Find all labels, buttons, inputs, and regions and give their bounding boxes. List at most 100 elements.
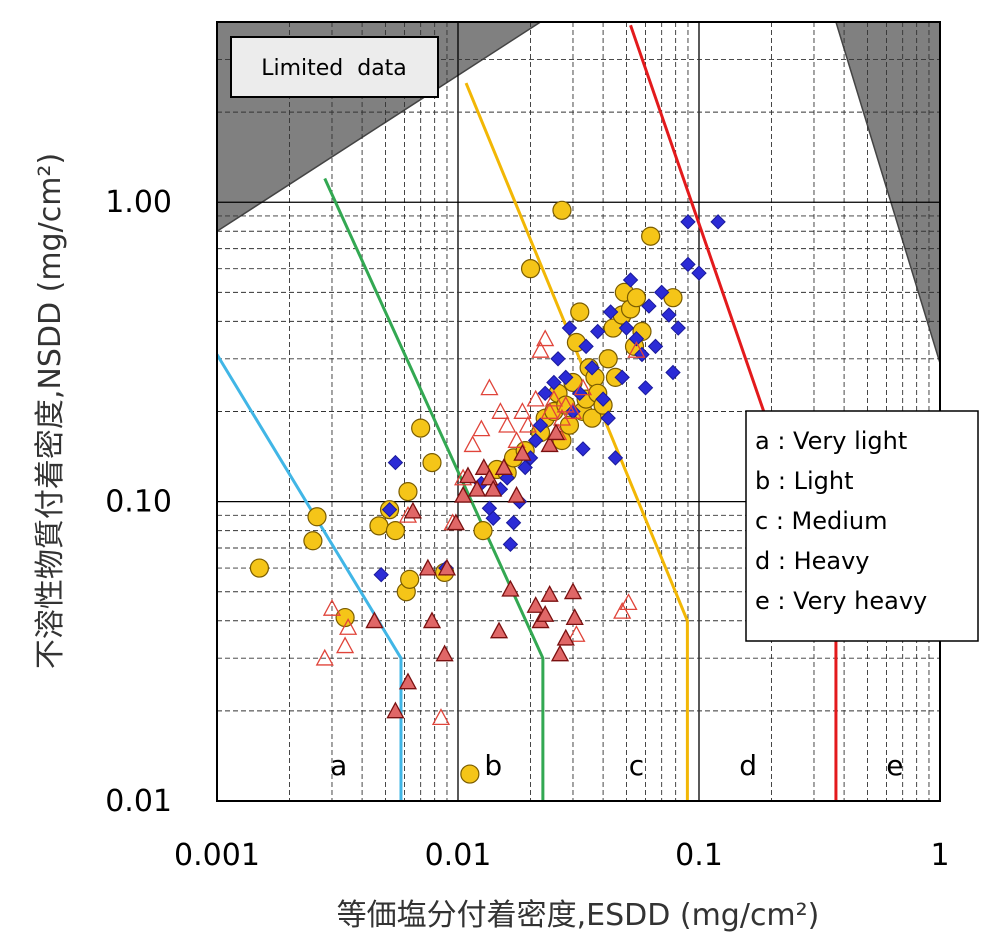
data-point-triangle-open	[627, 341, 646, 358]
data-point-triangle-open	[322, 598, 342, 616]
zone-label-c: c	[629, 749, 644, 782]
data-point-triangle-open	[480, 378, 499, 396]
data-point-triangle-open	[335, 636, 355, 654]
data-point-diamond	[373, 567, 389, 583]
data-point-diamond	[537, 385, 553, 402]
data-point-triangle-filled	[418, 558, 437, 576]
data-points	[249, 200, 726, 784]
data-point-diamond	[381, 501, 398, 518]
data-point-triangle-filled	[513, 443, 532, 461]
data-point-diamond	[572, 385, 588, 402]
data-point-diamond	[578, 338, 594, 355]
data-point-diamond	[485, 510, 501, 526]
data-point-circle	[307, 507, 327, 527]
data-point-circle	[460, 764, 480, 784]
data-point-circle	[398, 482, 418, 502]
data-point-diamond	[680, 256, 696, 273]
data-point-triangle-open	[544, 389, 563, 407]
legend-entry-b: b : Light	[755, 467, 853, 495]
data-point-triangle-filled	[501, 579, 520, 597]
data-point-triangle-open	[526, 389, 545, 407]
data-point-triangle-open	[315, 648, 334, 666]
data-point-triangle-open	[531, 341, 550, 358]
data-point-triangle-filled	[546, 423, 566, 441]
data-point-triangle-filled	[507, 485, 526, 503]
zone-label-d: d	[739, 749, 757, 782]
data-point-triangle-open	[339, 618, 358, 635]
data-point-diamond	[505, 515, 522, 531]
data-point-triangle-open	[431, 708, 451, 725]
data-point-diamond	[691, 265, 707, 281]
data-point-diamond	[680, 214, 696, 230]
data-point-diamond	[634, 346, 650, 363]
x-tick-label: 0.001	[174, 838, 260, 873]
data-point-diamond	[637, 380, 654, 396]
zone-label-b: b	[484, 749, 502, 782]
data-point-diamond	[517, 459, 533, 476]
data-point-triangle-open	[573, 378, 593, 396]
data-point-triangle-open	[619, 593, 638, 611]
zone-lines	[217, 24, 838, 801]
data-point-circle	[552, 200, 572, 220]
data-point-triangle-filled	[540, 585, 559, 602]
data-point-diamond	[575, 441, 591, 457]
data-point-diamond	[546, 374, 562, 391]
data-point-triangle-filled	[489, 621, 509, 639]
data-point-diamond	[710, 214, 726, 230]
legend-entry-e: e : Very heavy	[755, 587, 927, 615]
data-point-triangle-open	[507, 431, 526, 448]
data-point-triangle-filled	[446, 513, 465, 531]
zone-label-e: e	[886, 749, 903, 782]
data-point-triangle-filled	[386, 701, 405, 719]
data-point-circle	[411, 418, 431, 438]
data-point-triangle-filled	[454, 485, 473, 503]
data-point-diamond	[665, 364, 681, 381]
data-point-circle	[473, 521, 493, 541]
x-tick-label: 0.01	[425, 838, 492, 873]
y-tick-label: 0.10	[105, 485, 172, 520]
data-point-circle	[385, 521, 406, 541]
data-point-circle	[249, 558, 270, 578]
legend: a : Very light b : Light c : Medium d : …	[745, 410, 979, 642]
data-point-triangle-open	[567, 625, 586, 642]
data-point-circle	[626, 288, 647, 308]
data-point-diamond	[584, 360, 600, 376]
data-point-diamond	[661, 307, 677, 323]
data-point-diamond	[590, 323, 606, 340]
data-point-triangle-open	[463, 435, 482, 453]
data-point-triangle-filled	[422, 611, 442, 629]
data-point-diamond	[618, 320, 635, 336]
data-point-triangle-filled	[398, 672, 418, 690]
data-point-triangle-filled	[536, 605, 555, 622]
data-point-triangle-filled	[484, 479, 503, 497]
data-point-triangle-open	[513, 402, 532, 419]
data-point-diamond	[387, 454, 404, 471]
tick-labels: 0.001 0.01 0.1 10.010.101.00	[105, 185, 949, 873]
legend-entry-a: a : Very light	[755, 427, 907, 455]
data-point-diamond	[622, 272, 639, 288]
data-point-triangle-filled	[556, 628, 575, 646]
data-point-diamond	[558, 369, 574, 386]
data-point-triangle-filled	[540, 435, 559, 453]
data-point-diamond	[641, 298, 657, 314]
data-point-circle	[400, 569, 420, 589]
data-point-diamond	[561, 320, 578, 336]
data-point-triangle-filled	[437, 558, 457, 576]
data-point-diamond	[502, 536, 519, 553]
legend-entry-c: c : Medium	[755, 507, 888, 535]
data-point-triangle-open	[613, 601, 632, 619]
zone-line-c	[464, 82, 689, 801]
data-point-triangle-open	[498, 415, 517, 433]
data-point-diamond	[670, 320, 686, 336]
data-point-triangle-filled	[467, 479, 487, 497]
zone-labels: a b c d e	[330, 749, 903, 782]
data-point-triangle-filled	[458, 466, 478, 484]
data-point-diamond	[532, 417, 549, 433]
data-point-diamond	[614, 369, 630, 386]
limited-data-annotation: Limited data	[230, 36, 439, 98]
zone-line-b	[323, 177, 545, 801]
limited-data-region-2	[835, 22, 940, 364]
data-point-triangle-filled	[435, 644, 454, 662]
data-point-triangle-filled	[365, 611, 384, 629]
